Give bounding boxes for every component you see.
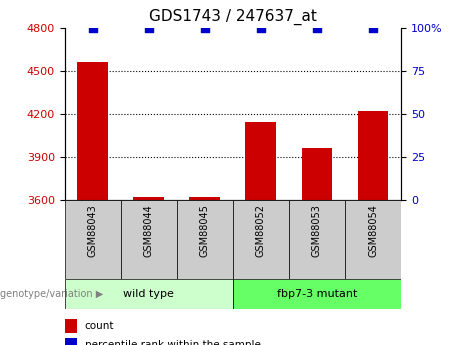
Text: GSM88052: GSM88052: [256, 204, 266, 257]
Point: [201, 25, 208, 30]
Text: percentile rank within the sample: percentile rank within the sample: [85, 340, 261, 345]
Text: fbp7-3 mutant: fbp7-3 mutant: [277, 289, 357, 299]
Title: GDS1743 / 247637_at: GDS1743 / 247637_at: [149, 9, 317, 25]
Bar: [189, 197, 220, 200]
Bar: [65, 338, 77, 345]
Text: wild type: wild type: [123, 289, 174, 299]
Bar: [65, 279, 233, 309]
Bar: [345, 200, 401, 279]
Text: GSM88043: GSM88043: [88, 204, 98, 257]
Text: GSM88054: GSM88054: [368, 204, 378, 257]
Point: [313, 25, 321, 30]
Text: count: count: [85, 321, 114, 331]
Point: [257, 25, 265, 30]
Point: [145, 25, 152, 30]
Point: [89, 25, 96, 30]
Bar: [245, 122, 276, 200]
Bar: [233, 279, 401, 309]
Bar: [121, 200, 177, 279]
Text: GSM88045: GSM88045: [200, 204, 210, 257]
Bar: [233, 200, 289, 279]
Bar: [65, 200, 121, 279]
Text: GSM88044: GSM88044: [144, 204, 154, 257]
Bar: [358, 111, 389, 200]
Text: GSM88053: GSM88053: [312, 204, 322, 257]
Point: [369, 25, 377, 30]
Bar: [65, 319, 77, 333]
Bar: [177, 200, 233, 279]
Bar: [133, 197, 164, 200]
Text: genotype/variation ▶: genotype/variation ▶: [0, 289, 103, 299]
Bar: [77, 62, 108, 200]
Bar: [301, 148, 332, 200]
Bar: [289, 200, 345, 279]
